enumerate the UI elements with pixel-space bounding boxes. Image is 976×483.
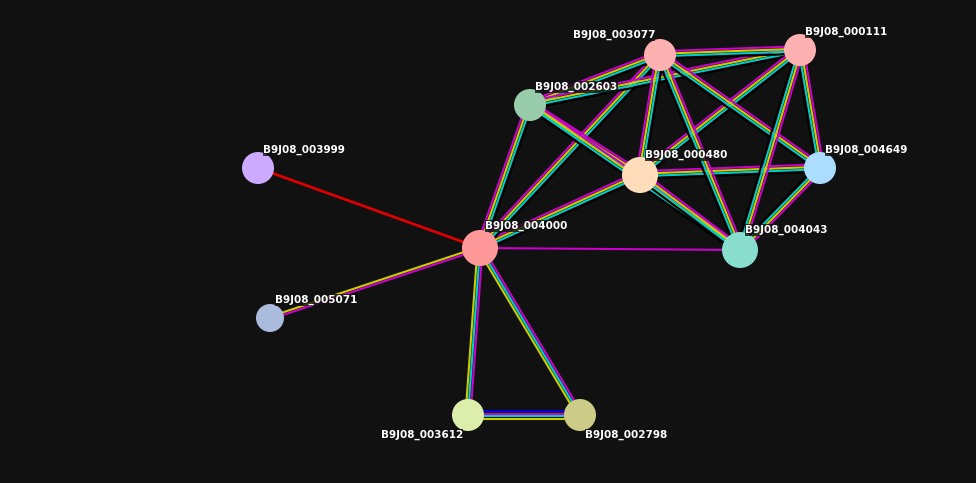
Circle shape <box>462 230 498 266</box>
Text: B9J08_003999: B9J08_003999 <box>263 145 345 155</box>
Circle shape <box>804 152 836 184</box>
Circle shape <box>242 152 274 184</box>
Text: B9J08_002603: B9J08_002603 <box>535 82 617 92</box>
Text: B9J08_004649: B9J08_004649 <box>825 145 908 155</box>
Circle shape <box>784 34 816 66</box>
Text: B9J08_004000: B9J08_004000 <box>485 221 567 231</box>
Text: B9J08_000480: B9J08_000480 <box>645 150 727 160</box>
Circle shape <box>452 399 484 431</box>
Circle shape <box>514 89 546 121</box>
Text: B9J08_002798: B9J08_002798 <box>585 430 668 440</box>
Circle shape <box>622 157 658 193</box>
Text: B9J08_005071: B9J08_005071 <box>275 295 357 305</box>
Circle shape <box>722 232 758 268</box>
Text: B9J08_004043: B9J08_004043 <box>745 225 828 235</box>
Text: B9J08_003612: B9J08_003612 <box>381 430 463 440</box>
Text: B9J08_003077: B9J08_003077 <box>573 30 655 40</box>
Circle shape <box>256 304 284 332</box>
Circle shape <box>644 39 676 71</box>
Circle shape <box>564 399 596 431</box>
Text: B9J08_000111: B9J08_000111 <box>805 27 887 37</box>
